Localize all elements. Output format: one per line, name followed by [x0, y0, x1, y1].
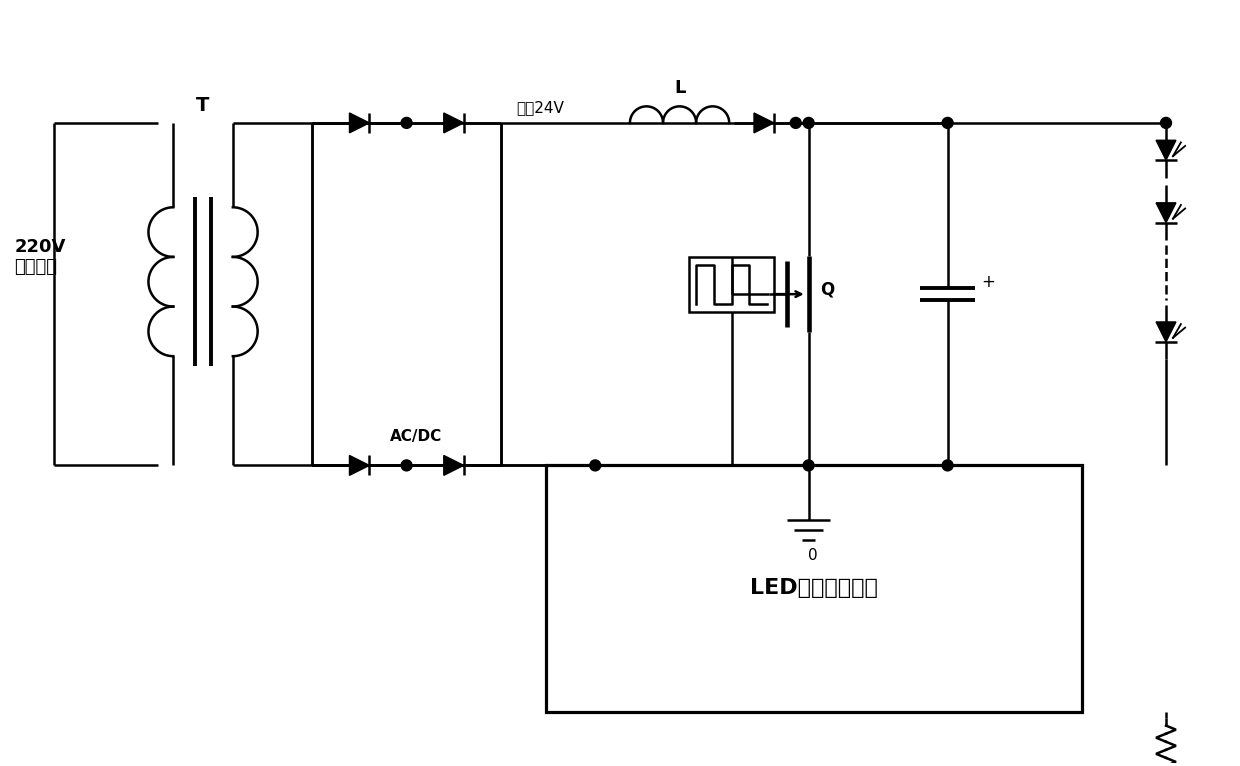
Text: +: + — [981, 273, 996, 291]
Circle shape — [804, 117, 815, 129]
Text: 0: 0 — [807, 548, 817, 563]
Polygon shape — [1156, 322, 1176, 342]
Circle shape — [942, 117, 954, 129]
Circle shape — [790, 117, 801, 129]
Circle shape — [1161, 117, 1172, 129]
Bar — [689, 257, 774, 312]
Circle shape — [804, 460, 815, 471]
Text: AC/DC: AC/DC — [391, 429, 443, 444]
Polygon shape — [350, 113, 370, 133]
Text: 220V
交流市电: 220V 交流市电 — [15, 237, 66, 277]
Circle shape — [401, 460, 412, 471]
Text: L: L — [673, 79, 686, 97]
Polygon shape — [350, 456, 370, 476]
Circle shape — [401, 117, 412, 129]
Polygon shape — [444, 113, 464, 133]
Text: 输入24V: 输入24V — [516, 100, 564, 115]
Text: Q: Q — [821, 280, 835, 298]
Polygon shape — [1156, 203, 1176, 223]
Circle shape — [942, 460, 954, 471]
Polygon shape — [444, 456, 464, 476]
Polygon shape — [1156, 140, 1176, 160]
Bar — [546, 466, 1081, 712]
Polygon shape — [754, 113, 774, 133]
Text: T: T — [196, 96, 210, 115]
Text: LED恒流驱动芯片: LED恒流驱动芯片 — [750, 578, 878, 598]
Circle shape — [590, 460, 600, 471]
